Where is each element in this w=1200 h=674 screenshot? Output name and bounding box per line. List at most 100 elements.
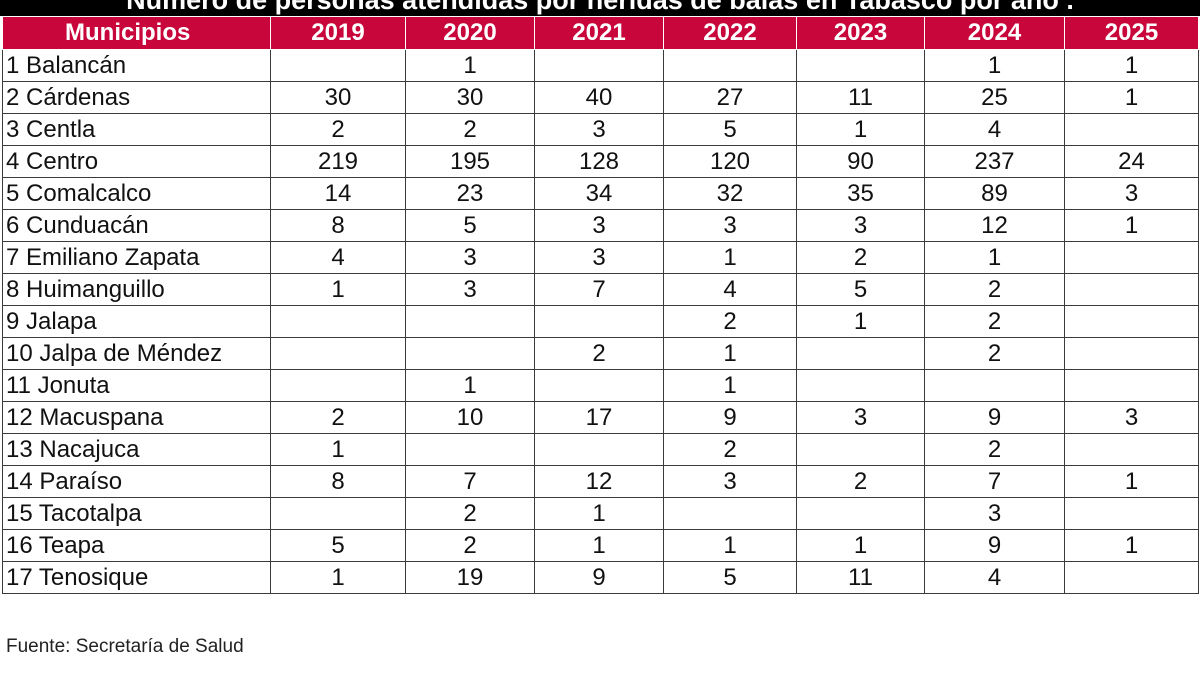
value-cell-2020: 7 — [405, 465, 535, 498]
column-header-2023: 2023 — [796, 16, 925, 50]
value-cell-2023 — [796, 337, 925, 370]
value-cell-2020: 3 — [405, 273, 535, 306]
value-cell-2020: 3 — [405, 241, 535, 274]
value-cell-2020: 5 — [405, 209, 535, 242]
value-cell-2023: 11 — [796, 561, 925, 594]
value-cell-2024: 9 — [924, 529, 1065, 562]
table-row: 9 Jalapa 2 1 2 — [2, 305, 1199, 338]
source-note: Fuente: Secretaría de Salud — [6, 636, 244, 657]
value-cell-2022: 120 — [663, 145, 797, 178]
value-cell-2022: 2 — [663, 305, 797, 338]
value-cell-2022 — [663, 497, 797, 530]
table-row: 8 Huimanguillo 1 3 7 4 5 2 — [2, 273, 1199, 306]
value-cell-2023 — [796, 369, 925, 402]
value-cell-2023 — [796, 433, 925, 466]
value-cell-2024: 2 — [924, 273, 1065, 306]
value-cell-2025 — [1064, 369, 1199, 402]
value-cell-2019: 1 — [270, 433, 406, 466]
municipio-name-cell: 13 Nacajuca — [2, 433, 271, 466]
value-cell-2020 — [405, 337, 535, 370]
value-cell-2024: 2 — [924, 305, 1065, 338]
value-cell-2022 — [663, 49, 797, 82]
value-cell-2024: 7 — [924, 465, 1065, 498]
value-cell-2025 — [1064, 561, 1199, 594]
value-cell-2021: 2 — [534, 337, 664, 370]
value-cell-2021: 9 — [534, 561, 664, 594]
table-body: 1 Balancán 1 1 1 2 Cárdenas 30 30 40 27 11 25 1 3 Ce… — [2, 49, 1199, 594]
value-cell-2025 — [1064, 305, 1199, 338]
value-cell-2020: 1 — [405, 49, 535, 82]
value-cell-2019 — [270, 305, 406, 338]
value-cell-2019: 14 — [270, 177, 406, 210]
table-row: 6 Cunduacán 8 5 3 3 3 12 1 — [2, 209, 1199, 242]
value-cell-2024 — [924, 369, 1065, 402]
value-cell-2020: 2 — [405, 529, 535, 562]
municipio-name-cell: 10 Jalpa de Méndez — [2, 337, 271, 370]
value-cell-2022: 32 — [663, 177, 797, 210]
municipio-name-cell: 16 Teapa — [2, 529, 271, 562]
value-cell-2025 — [1064, 273, 1199, 306]
value-cell-2021 — [534, 49, 664, 82]
value-cell-2021 — [534, 369, 664, 402]
value-cell-2020 — [405, 433, 535, 466]
value-cell-2025 — [1064, 337, 1199, 370]
table-row: 10 Jalpa de Méndez 2 1 2 — [2, 337, 1199, 370]
column-header-2020: 2020 — [405, 16, 535, 50]
column-header-2022: 2022 — [663, 16, 797, 50]
municipio-name-cell: 2 Cárdenas — [2, 81, 271, 114]
value-cell-2020: 10 — [405, 401, 535, 434]
value-cell-2023: 35 — [796, 177, 925, 210]
data-table: Municipios 2019 2020 2021 2022 2023 2024… — [2, 16, 1199, 594]
municipio-name-cell: 9 Jalapa — [2, 305, 271, 338]
value-cell-2022: 4 — [663, 273, 797, 306]
column-header-2021: 2021 — [534, 16, 664, 50]
value-cell-2021: 1 — [534, 497, 664, 530]
municipio-name-cell: 3 Centla — [2, 113, 271, 146]
table-row: 3 Centla 2 2 3 5 1 4 — [2, 113, 1199, 146]
value-cell-2024: 12 — [924, 209, 1065, 242]
value-cell-2019: 219 — [270, 145, 406, 178]
value-cell-2023: 1 — [796, 113, 925, 146]
value-cell-2024: 1 — [924, 49, 1065, 82]
value-cell-2022: 3 — [663, 465, 797, 498]
value-cell-2024: 9 — [924, 401, 1065, 434]
municipio-name-cell: 12 Macuspana — [2, 401, 271, 434]
municipio-name-cell: 15 Tacotalpa — [2, 497, 271, 530]
value-cell-2020: 1 — [405, 369, 535, 402]
title-bar: Número de personas atendidas por heridas… — [0, 0, 1200, 16]
value-cell-2021: 7 — [534, 273, 664, 306]
value-cell-2020: 19 — [405, 561, 535, 594]
value-cell-2025 — [1064, 497, 1199, 530]
value-cell-2020: 2 — [405, 497, 535, 530]
value-cell-2019: 2 — [270, 113, 406, 146]
value-cell-2025: 3 — [1064, 401, 1199, 434]
column-header-2024: 2024 — [924, 16, 1065, 50]
value-cell-2020: 2 — [405, 113, 535, 146]
column-header-2019: 2019 — [270, 16, 406, 50]
value-cell-2019: 1 — [270, 561, 406, 594]
municipio-name-cell: 17 Tenosique — [2, 561, 271, 594]
value-cell-2025: 1 — [1064, 529, 1199, 562]
table-row: 12 Macuspana 2 10 17 9 3 9 3 — [2, 401, 1199, 434]
value-cell-2024: 4 — [924, 113, 1065, 146]
municipio-name-cell: 7 Emiliano Zapata — [2, 241, 271, 274]
value-cell-2022: 1 — [663, 529, 797, 562]
value-cell-2025: 1 — [1064, 465, 1199, 498]
value-cell-2019 — [270, 497, 406, 530]
value-cell-2022: 9 — [663, 401, 797, 434]
value-cell-2019: 30 — [270, 81, 406, 114]
value-cell-2023: 1 — [796, 305, 925, 338]
value-cell-2019: 8 — [270, 209, 406, 242]
value-cell-2019 — [270, 369, 406, 402]
value-cell-2024: 2 — [924, 337, 1065, 370]
value-cell-2022: 5 — [663, 561, 797, 594]
value-cell-2025: 1 — [1064, 209, 1199, 242]
value-cell-2025 — [1064, 241, 1199, 274]
value-cell-2023: 1 — [796, 529, 925, 562]
table-row: 16 Teapa 5 2 1 1 1 9 1 — [2, 529, 1199, 562]
value-cell-2020: 30 — [405, 81, 535, 114]
value-cell-2025: 1 — [1064, 81, 1199, 114]
table-row: 14 Paraíso 8 7 12 3 2 7 1 — [2, 465, 1199, 498]
value-cell-2019: 2 — [270, 401, 406, 434]
value-cell-2022: 1 — [663, 241, 797, 274]
